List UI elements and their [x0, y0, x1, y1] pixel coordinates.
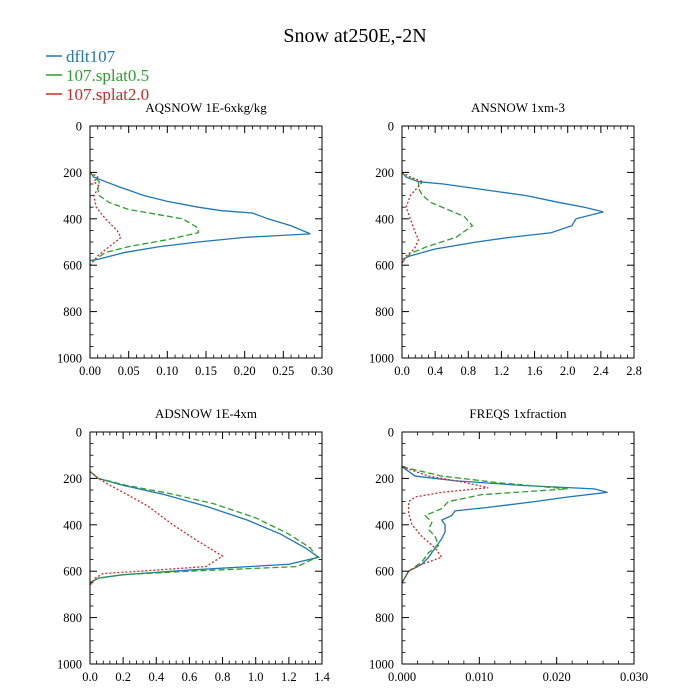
y-tick-label: 0 — [76, 120, 82, 134]
y-tick-label: 800 — [63, 305, 82, 319]
series-line-dflt107 — [90, 470, 321, 584]
chart-panels: AQSNOW 1E-6xkg/kg0.00 0.05 0.10 0.15 0.20 0.2… — [57, 100, 648, 684]
y-tick-label: 600 — [375, 565, 394, 579]
x-tick-label: 0.30 — [311, 364, 333, 378]
series-line-107-splat0-5 — [402, 171, 474, 264]
chart-panel-2: ANSNOW 1xm-3 0.0 0.4 0.8 1.2 1.6 2.0 2.4 2.8 0 200… — [369, 100, 642, 378]
series-line-dflt107 — [90, 171, 311, 262]
x-tick-label: 1.0 — [248, 670, 264, 684]
y-tick-label: 200 — [63, 166, 82, 180]
x-tick-label: 1.4 — [314, 670, 330, 684]
x-tick-label: 1.6 — [527, 364, 543, 378]
y-tick-label: 800 — [63, 611, 82, 625]
series-line-107-splat0-5 — [402, 466, 568, 584]
chart-panel-3: ADSNOW 1E-4xm 0.0 0.2 0.4 0.6 0.8 1.0 1.2 1.4 0 20… — [57, 406, 331, 684]
panel-title: ADSNOW 1E-4xm — [155, 406, 257, 421]
y-tick-label: 0 — [388, 120, 394, 134]
y-tick-label: 800 — [375, 611, 394, 625]
x-tick-label: 0.020 — [543, 670, 571, 684]
series-line-107-splat2-0 — [402, 466, 489, 584]
plot-frame — [401, 431, 635, 665]
chart-panel-1: AQSNOW 1E-6xkg/kg 0.00 0.05 0.10 0.15 0.20 0.2… — [57, 100, 333, 378]
series-line-dflt107 — [402, 171, 604, 260]
x-tick-label: 0.0 — [394, 364, 410, 378]
x-tick-label: 2.8 — [626, 364, 642, 378]
y-tick-label: 1000 — [369, 352, 394, 366]
series-line-107-splat2-0 — [402, 171, 424, 264]
y-tick-label: 200 — [375, 166, 394, 180]
x-tick-label: 0.000 — [388, 670, 416, 684]
legend-item-107-splat2-0: 107.splat2.0 — [46, 85, 149, 104]
chart-panel-4: FREQS 1xfraction 0.000 0.010 0.020 0.030 0 200… — [369, 406, 648, 684]
x-tick-label: 0.00 — [79, 364, 101, 378]
x-tick-label: 0.0 — [82, 670, 98, 684]
legend-label: dflt107 — [66, 47, 116, 66]
y-tick-label: 1000 — [57, 658, 82, 672]
x-tick-label: 0.10 — [156, 364, 178, 378]
plot-frame — [89, 125, 323, 359]
y-tick-label: 400 — [375, 212, 394, 226]
x-tick-label: 0.20 — [234, 364, 256, 378]
x-tick-label: 0.8 — [460, 364, 476, 378]
figure-title: Snow at250E,-2N — [283, 25, 426, 47]
x-tick-label: 0.030 — [620, 670, 648, 684]
x-tick-label: 2.0 — [560, 364, 576, 378]
y-tick-label: 0 — [76, 426, 82, 440]
x-tick-label: 0.8 — [215, 670, 231, 684]
x-tick-label: 0.15 — [195, 364, 217, 378]
x-tick-label: 0.4 — [148, 670, 164, 684]
plot-frame — [401, 125, 635, 359]
x-tick-label: 0.4 — [427, 364, 443, 378]
x-tick-label: 0.2 — [115, 670, 131, 684]
y-tick-label: 200 — [63, 472, 82, 486]
y-tick-label: 1000 — [369, 658, 394, 672]
legend-label: 107.splat0.5 — [66, 66, 149, 85]
y-tick-label: 600 — [63, 259, 82, 273]
series-line-107-splat0-5 — [90, 470, 319, 584]
panel-title: FREQS 1xfraction — [469, 406, 567, 421]
y-tick-label: 200 — [375, 472, 394, 486]
series-line-107-splat0-5 — [90, 171, 199, 266]
y-tick-label: 1000 — [57, 352, 82, 366]
plot-frame — [89, 431, 323, 665]
panel-title: ANSNOW 1xm-3 — [471, 100, 565, 115]
panel-title: AQSNOW 1E-6xkg/kg — [145, 100, 267, 115]
x-tick-label: 1.2 — [494, 364, 510, 378]
x-tick-label: 0.6 — [182, 670, 198, 684]
x-tick-label: 0.05 — [118, 364, 140, 378]
y-tick-label: 400 — [63, 212, 82, 226]
series-line-dflt107 — [402, 466, 608, 584]
x-tick-label: 0.010 — [465, 670, 493, 684]
series-line-107-splat2-0 — [90, 171, 122, 266]
y-tick-label: 0 — [388, 426, 394, 440]
y-tick-label: 400 — [63, 518, 82, 532]
x-tick-label: 0.25 — [272, 364, 294, 378]
legend-item-107-splat0-5: 107.splat0.5 — [46, 66, 149, 85]
x-tick-label: 1.2 — [281, 670, 297, 684]
series-line-107-splat2-0 — [90, 470, 224, 586]
y-tick-label: 600 — [375, 259, 394, 273]
y-tick-label: 800 — [375, 305, 394, 319]
legend-item-dflt107: dflt107 — [46, 47, 116, 66]
y-tick-label: 400 — [375, 518, 394, 532]
x-tick-label: 2.4 — [593, 364, 609, 378]
legend-label: 107.splat2.0 — [66, 85, 149, 104]
y-tick-label: 600 — [63, 565, 82, 579]
